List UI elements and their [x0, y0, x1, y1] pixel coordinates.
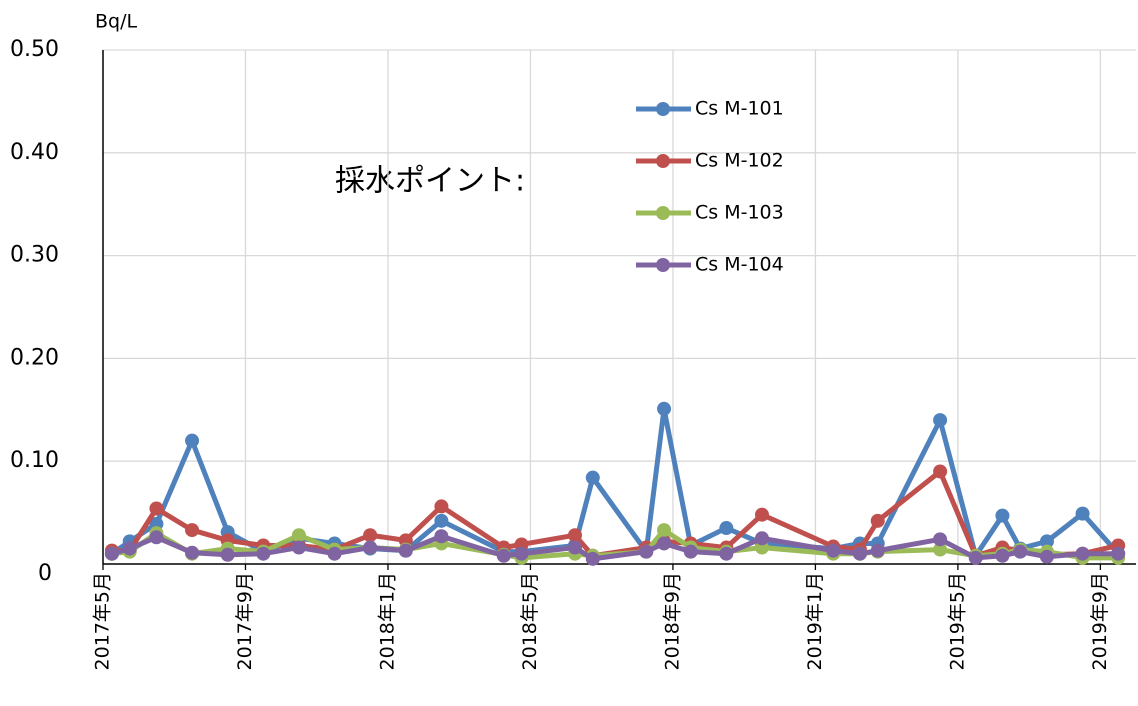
point [754, 507, 769, 522]
point [363, 528, 378, 543]
point [434, 529, 449, 544]
x-tick-label: 2018年5月 [519, 572, 541, 670]
annotation: 採水ポイント: [335, 164, 525, 199]
point [220, 547, 235, 562]
point [185, 523, 200, 538]
point [995, 548, 1010, 563]
point [1013, 544, 1028, 559]
legend-marker [656, 154, 670, 168]
legend-marker [656, 102, 670, 116]
point [585, 470, 600, 485]
point [1111, 546, 1126, 561]
point [363, 540, 378, 555]
point [995, 508, 1010, 523]
point [434, 513, 449, 528]
point [514, 546, 529, 561]
point [826, 543, 841, 558]
point [434, 499, 449, 514]
point [567, 540, 582, 555]
point [870, 543, 885, 558]
point [104, 546, 119, 561]
point [256, 546, 271, 561]
x-tick-label: 2018年1月 [376, 572, 398, 670]
point [185, 433, 200, 448]
point [567, 528, 582, 543]
legend-label: Cs M-103 [695, 202, 784, 224]
point [870, 513, 885, 528]
point [719, 546, 734, 561]
point [496, 548, 511, 563]
point [398, 543, 413, 558]
y-axis-label: Bq/L [95, 11, 137, 33]
legend-label: Cs M-104 [695, 254, 784, 276]
x-tick-label: 2019年1月 [804, 572, 826, 670]
x-tick-label: 2017年5月 [92, 572, 114, 670]
legend-label: Cs M-101 [695, 98, 784, 120]
point [933, 532, 948, 547]
y-tick-label: 0.20 [10, 345, 59, 370]
legend-label: Cs M-102 [695, 150, 784, 172]
point [291, 540, 306, 555]
y-tick-label: 0.30 [10, 243, 59, 268]
point [1039, 534, 1054, 549]
point [933, 413, 948, 428]
point [933, 542, 948, 557]
point [754, 531, 769, 546]
point [122, 541, 137, 556]
y-tick-label: 0.50 [10, 37, 59, 62]
point [1039, 549, 1054, 564]
point [657, 523, 672, 538]
point [639, 544, 654, 559]
point [933, 464, 948, 479]
point [585, 551, 600, 566]
point [149, 530, 164, 545]
point [968, 550, 983, 565]
x-tick-label: 2018年9月 [661, 572, 683, 670]
y-tick-label: 0.10 [10, 448, 59, 473]
y-tick-label: 0 [38, 561, 52, 586]
point [683, 544, 698, 559]
point [852, 546, 867, 561]
point [719, 521, 734, 536]
y-tick-label: 0.40 [10, 140, 59, 165]
point [657, 536, 672, 551]
x-tick-label: 2017年9月 [234, 572, 256, 670]
x-tick-label: 2019年9月 [1089, 572, 1111, 670]
point [149, 501, 164, 516]
legend-marker [656, 258, 670, 272]
point [327, 546, 342, 561]
point [185, 545, 200, 560]
point [1075, 506, 1090, 521]
point [1075, 546, 1090, 561]
x-tick-label: 2019年5月 [946, 572, 968, 670]
legend-marker [656, 206, 670, 220]
point [291, 528, 306, 543]
point [657, 401, 672, 416]
